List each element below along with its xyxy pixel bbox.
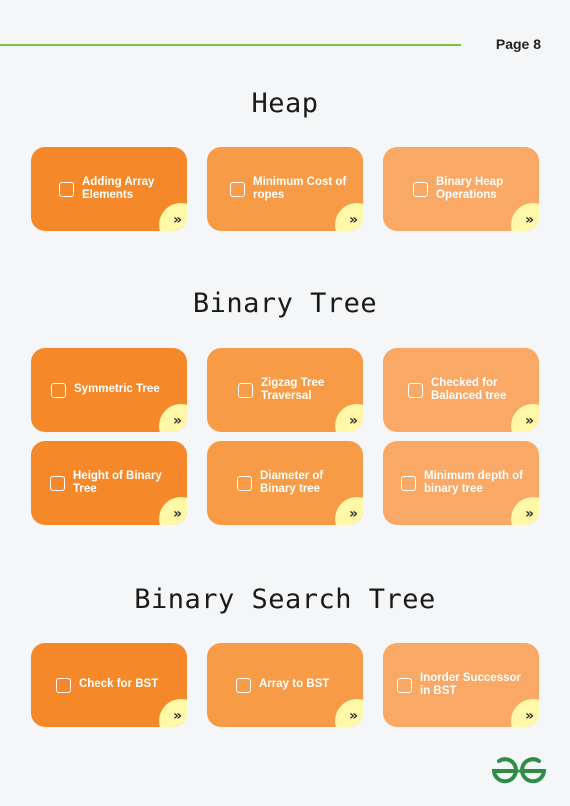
card-height-of-binary-tree[interactable]: Height of Binary Tree » — [31, 441, 187, 525]
checkbox-icon[interactable] — [237, 475, 252, 491]
double-chevron-right-icon[interactable]: » — [524, 212, 534, 228]
card-symmetric-tree[interactable]: Symmetric Tree » — [31, 348, 187, 432]
card-label: Binary Heap Operations — [436, 175, 504, 202]
checkbox-icon[interactable] — [50, 475, 65, 491]
card-diameter-of-binary-tree[interactable]: Diameter of Binary tree » — [207, 441, 363, 525]
section-title-binary-tree: Binary Tree — [192, 288, 378, 319]
double-chevron-right-icon[interactable]: » — [348, 506, 358, 522]
double-chevron-right-icon[interactable]: » — [524, 413, 534, 429]
card-minimum-depth-of-binary-tree[interactable]: Minimum depth of binary tree » — [383, 441, 539, 525]
double-chevron-right-icon[interactable]: » — [172, 212, 182, 228]
checkbox-icon[interactable] — [236, 677, 251, 693]
checkbox-icon[interactable] — [59, 181, 74, 197]
card-label: Minimum Cost of ropes — [253, 175, 347, 202]
card-label: Height of Binary Tree — [73, 469, 162, 496]
card-label: Diameter of Binary tree — [260, 469, 324, 496]
double-chevron-right-icon[interactable]: » — [348, 708, 358, 724]
double-chevron-right-icon[interactable]: » — [348, 413, 358, 429]
card-check-for-bst[interactable]: Check for BST » — [31, 643, 187, 727]
double-chevron-right-icon[interactable]: » — [524, 506, 534, 522]
header-divider — [0, 44, 461, 46]
checkbox-icon[interactable] — [408, 382, 423, 398]
double-chevron-right-icon[interactable]: » — [172, 413, 182, 429]
checkbox-icon[interactable] — [230, 181, 245, 197]
double-chevron-right-icon[interactable]: » — [172, 506, 182, 522]
section-title-heap: Heap — [251, 88, 319, 119]
card-array-to-bst[interactable]: Array to BST » — [207, 643, 363, 727]
checkbox-icon[interactable] — [56, 677, 71, 693]
card-label: Symmetric Tree — [74, 383, 160, 396]
card-zigzag-tree-traversal[interactable]: Zigzag Tree Traversal » — [207, 348, 363, 432]
checkbox-icon[interactable] — [401, 475, 416, 491]
card-label: Zigzag Tree Traversal — [261, 376, 325, 403]
checkbox-icon[interactable] — [413, 181, 428, 197]
card-binary-heap-operations[interactable]: Binary Heap Operations » — [383, 147, 539, 231]
checkbox-icon[interactable] — [51, 382, 66, 398]
section-title-binary-search-tree: Binary Search Tree — [134, 584, 436, 615]
card-label: Minimum depth of binary tree — [424, 469, 524, 496]
card-adding-array-elements[interactable]: Adding Array Elements » — [31, 147, 187, 231]
card-inorder-successor-in-bst[interactable]: Inorder Successor in BST » — [383, 643, 539, 727]
page-number: Page 8 — [495, 36, 541, 52]
card-label: Check for BST — [79, 678, 159, 691]
card-label: Adding Array Elements — [82, 175, 155, 202]
checkbox-icon[interactable] — [397, 677, 412, 693]
gfg-logo — [491, 757, 547, 784]
card-minimum-cost-of-ropes[interactable]: Minimum Cost of ropes » — [207, 147, 363, 231]
double-chevron-right-icon[interactable]: » — [348, 212, 358, 228]
checkbox-icon[interactable] — [238, 382, 253, 398]
card-label: Inorder Successor in BST — [420, 671, 521, 698]
card-label: Checked for Balanced tree — [431, 376, 507, 403]
double-chevron-right-icon[interactable]: » — [524, 708, 534, 724]
card-checked-for-balanced-tree[interactable]: Checked for Balanced tree » — [383, 348, 539, 432]
card-label: Array to BST — [259, 678, 330, 691]
double-chevron-right-icon[interactable]: » — [172, 708, 182, 724]
